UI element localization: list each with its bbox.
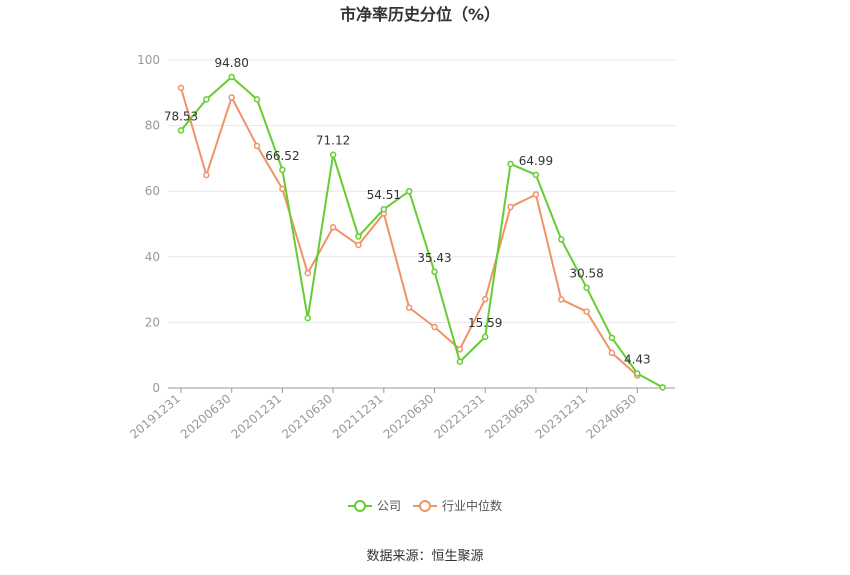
x-tick-label: 20201231 xyxy=(229,392,285,442)
legend-swatch-marker xyxy=(419,500,431,512)
data-point[interactable] xyxy=(405,187,413,195)
data-label: 35.43 xyxy=(417,251,451,265)
x-tick-label: 20200630 xyxy=(178,392,234,442)
data-point[interactable] xyxy=(279,166,286,174)
data-point[interactable] xyxy=(304,314,311,322)
legend-swatch-marker xyxy=(354,500,366,512)
data-label: 54.51 xyxy=(367,188,401,202)
x-tick-label: 20240630 xyxy=(583,392,639,442)
legend[interactable]: 公司 行业中位数 xyxy=(348,498,502,513)
y-tick-label: 40 xyxy=(145,250,160,264)
x-tick-label: 20211231 xyxy=(330,392,386,442)
y-tick-label: 80 xyxy=(145,119,160,133)
y-tick-label: 100 xyxy=(137,53,160,67)
data-point[interactable] xyxy=(177,84,185,92)
legend-label[interactable]: 公司 xyxy=(377,499,401,513)
data-point[interactable] xyxy=(380,205,388,213)
legend-label[interactable]: 行业中位数 xyxy=(442,498,502,513)
data-point[interactable] xyxy=(659,384,666,391)
data-point[interactable] xyxy=(228,94,235,101)
series-line xyxy=(180,87,638,377)
x-tick-label: 20230630 xyxy=(482,392,538,442)
source-note: 数据来源：恒生聚源 xyxy=(366,549,483,564)
data-point[interactable] xyxy=(329,224,337,231)
data-label: 4.43 xyxy=(624,352,651,366)
data-point[interactable] xyxy=(253,142,261,150)
data-point[interactable] xyxy=(405,304,413,311)
x-tick-label: 20220630 xyxy=(381,392,437,442)
y-tick-label: 20 xyxy=(145,315,160,329)
data-point[interactable] xyxy=(304,269,311,277)
data-point[interactable] xyxy=(203,171,210,179)
data-point[interactable] xyxy=(532,191,540,198)
data-point[interactable] xyxy=(583,284,590,291)
data-point[interactable] xyxy=(558,296,565,303)
series-group xyxy=(177,73,666,391)
data-point[interactable] xyxy=(608,334,616,342)
data-point[interactable] xyxy=(532,171,540,179)
data-label: 78.53 xyxy=(164,109,198,123)
data-point[interactable] xyxy=(456,358,464,366)
data-label: 94.80 xyxy=(215,56,249,70)
y-tick-label: 60 xyxy=(145,184,160,198)
data-point[interactable] xyxy=(608,349,616,357)
y-tick-label: 0 xyxy=(152,381,160,395)
x-tick-label: 20231231 xyxy=(533,392,589,442)
data-point[interactable] xyxy=(253,96,261,103)
data-point[interactable] xyxy=(558,236,565,243)
data-point[interactable] xyxy=(583,308,590,315)
data-point[interactable] xyxy=(507,160,514,168)
data-point[interactable] xyxy=(456,346,464,353)
data-point[interactable] xyxy=(431,268,438,276)
data-label: 71.12 xyxy=(316,134,350,148)
chart-title: 市净率历史分位（%） xyxy=(340,5,500,24)
data-point[interactable] xyxy=(355,233,362,240)
data-point[interactable] xyxy=(481,295,489,303)
gridlines xyxy=(168,59,675,389)
data-point[interactable] xyxy=(355,241,362,249)
x-tick-label: 20221231 xyxy=(431,392,487,442)
data-label: 64.99 xyxy=(519,154,553,168)
data-point[interactable] xyxy=(481,333,489,341)
data-point[interactable] xyxy=(279,185,286,193)
x-tick-label: 20210630 xyxy=(279,392,335,442)
x-tick-label: 20191231 xyxy=(127,392,183,442)
series-line xyxy=(180,76,664,389)
data-point[interactable] xyxy=(177,127,185,134)
data-label: 15.59 xyxy=(468,316,502,330)
x-axis: 2019123120200630202012312021063020211231… xyxy=(127,387,675,442)
data-point[interactable] xyxy=(634,370,641,377)
data-labels: 78.53 94.80 66.52 71.12 54.51 35.43 15.59 64.99… xyxy=(164,56,651,366)
data-point[interactable] xyxy=(329,151,337,158)
data-label: 66.52 xyxy=(265,149,299,163)
data-point[interactable] xyxy=(507,203,514,211)
data-point[interactable] xyxy=(431,323,438,331)
data-point[interactable] xyxy=(228,73,235,81)
y-axis: 0 20 40 60 80 100 xyxy=(137,53,160,395)
data-point[interactable] xyxy=(203,96,210,103)
data-label: 30.58 xyxy=(569,267,603,281)
